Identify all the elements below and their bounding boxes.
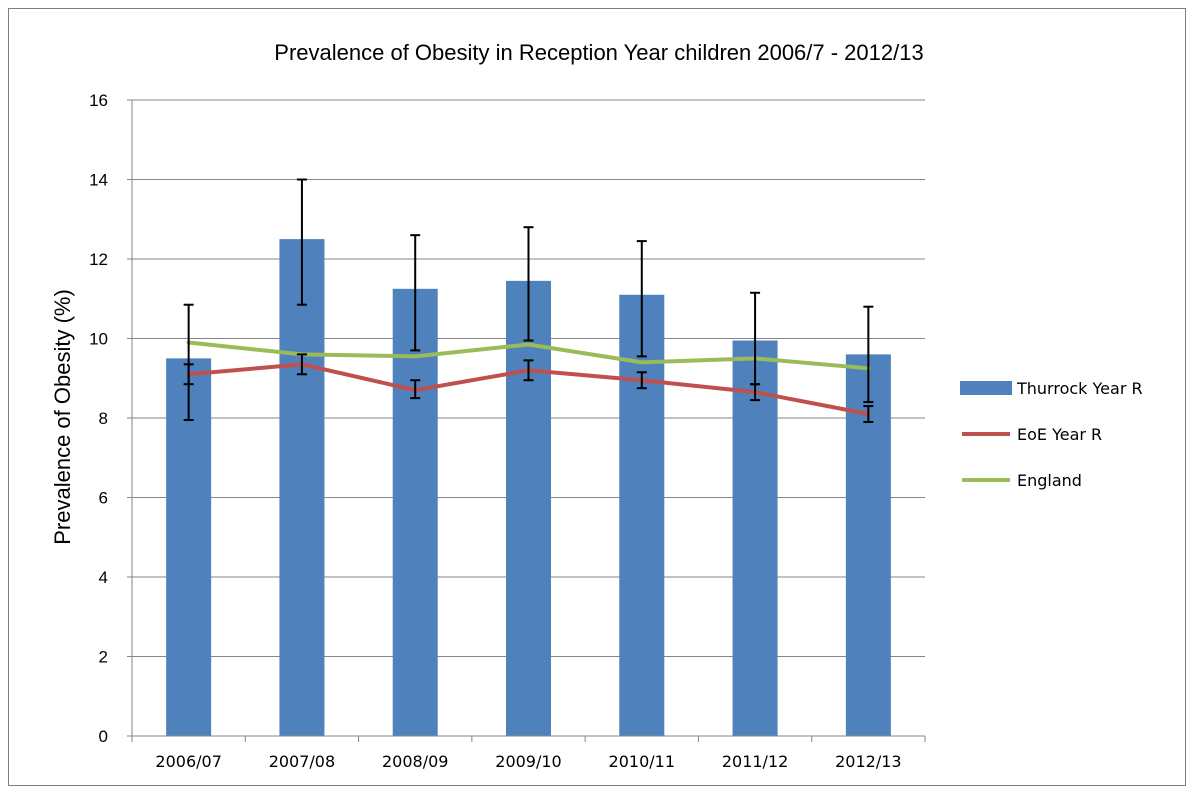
y-tick-label: 2 [99,648,108,667]
y-tick-label: 16 [89,91,108,110]
chart-title: Prevalence of Obesity in Reception Year … [274,40,923,65]
y-tick-label: 4 [99,568,108,587]
y-axis-label: Prevalence of Obesity (%) [50,289,75,545]
legend-label: Thurrock Year R [1016,379,1143,398]
x-tick-label: 2007/08 [269,752,335,771]
axes: 0 2 4 6 8 10 12 14 16 2006/07 2007/08 2008/09 2009/1… [89,91,926,771]
x-tick-label: 2011/12 [722,752,788,771]
bar [619,294,665,736]
bar [166,358,212,736]
legend-label: England [1017,471,1082,490]
x-tick-label: 2012/13 [835,752,901,771]
y-tick-label: 12 [89,250,108,269]
bars [166,239,891,736]
y-tick-label: 14 [89,171,108,190]
y-tick-label: 0 [99,727,108,746]
x-tick-label: 2008/09 [382,752,448,771]
legend-label: EoE Year R [1017,425,1102,444]
legend-swatch [960,381,1012,395]
x-tick-label: 2010/11 [609,752,675,771]
y-tick-label: 10 [89,330,108,349]
y-tick-label: 8 [99,409,108,428]
error-bars [183,178,874,423]
legend: Thurrock Year R EoE Year R England [960,379,1143,490]
y-tick-label: 6 [99,489,108,508]
bar [392,288,438,736]
x-tick-label: 2006/07 [155,752,221,771]
bar [506,280,551,736]
bar [732,340,778,736]
bar [279,239,325,736]
x-tick-label: 2009/10 [495,752,561,771]
